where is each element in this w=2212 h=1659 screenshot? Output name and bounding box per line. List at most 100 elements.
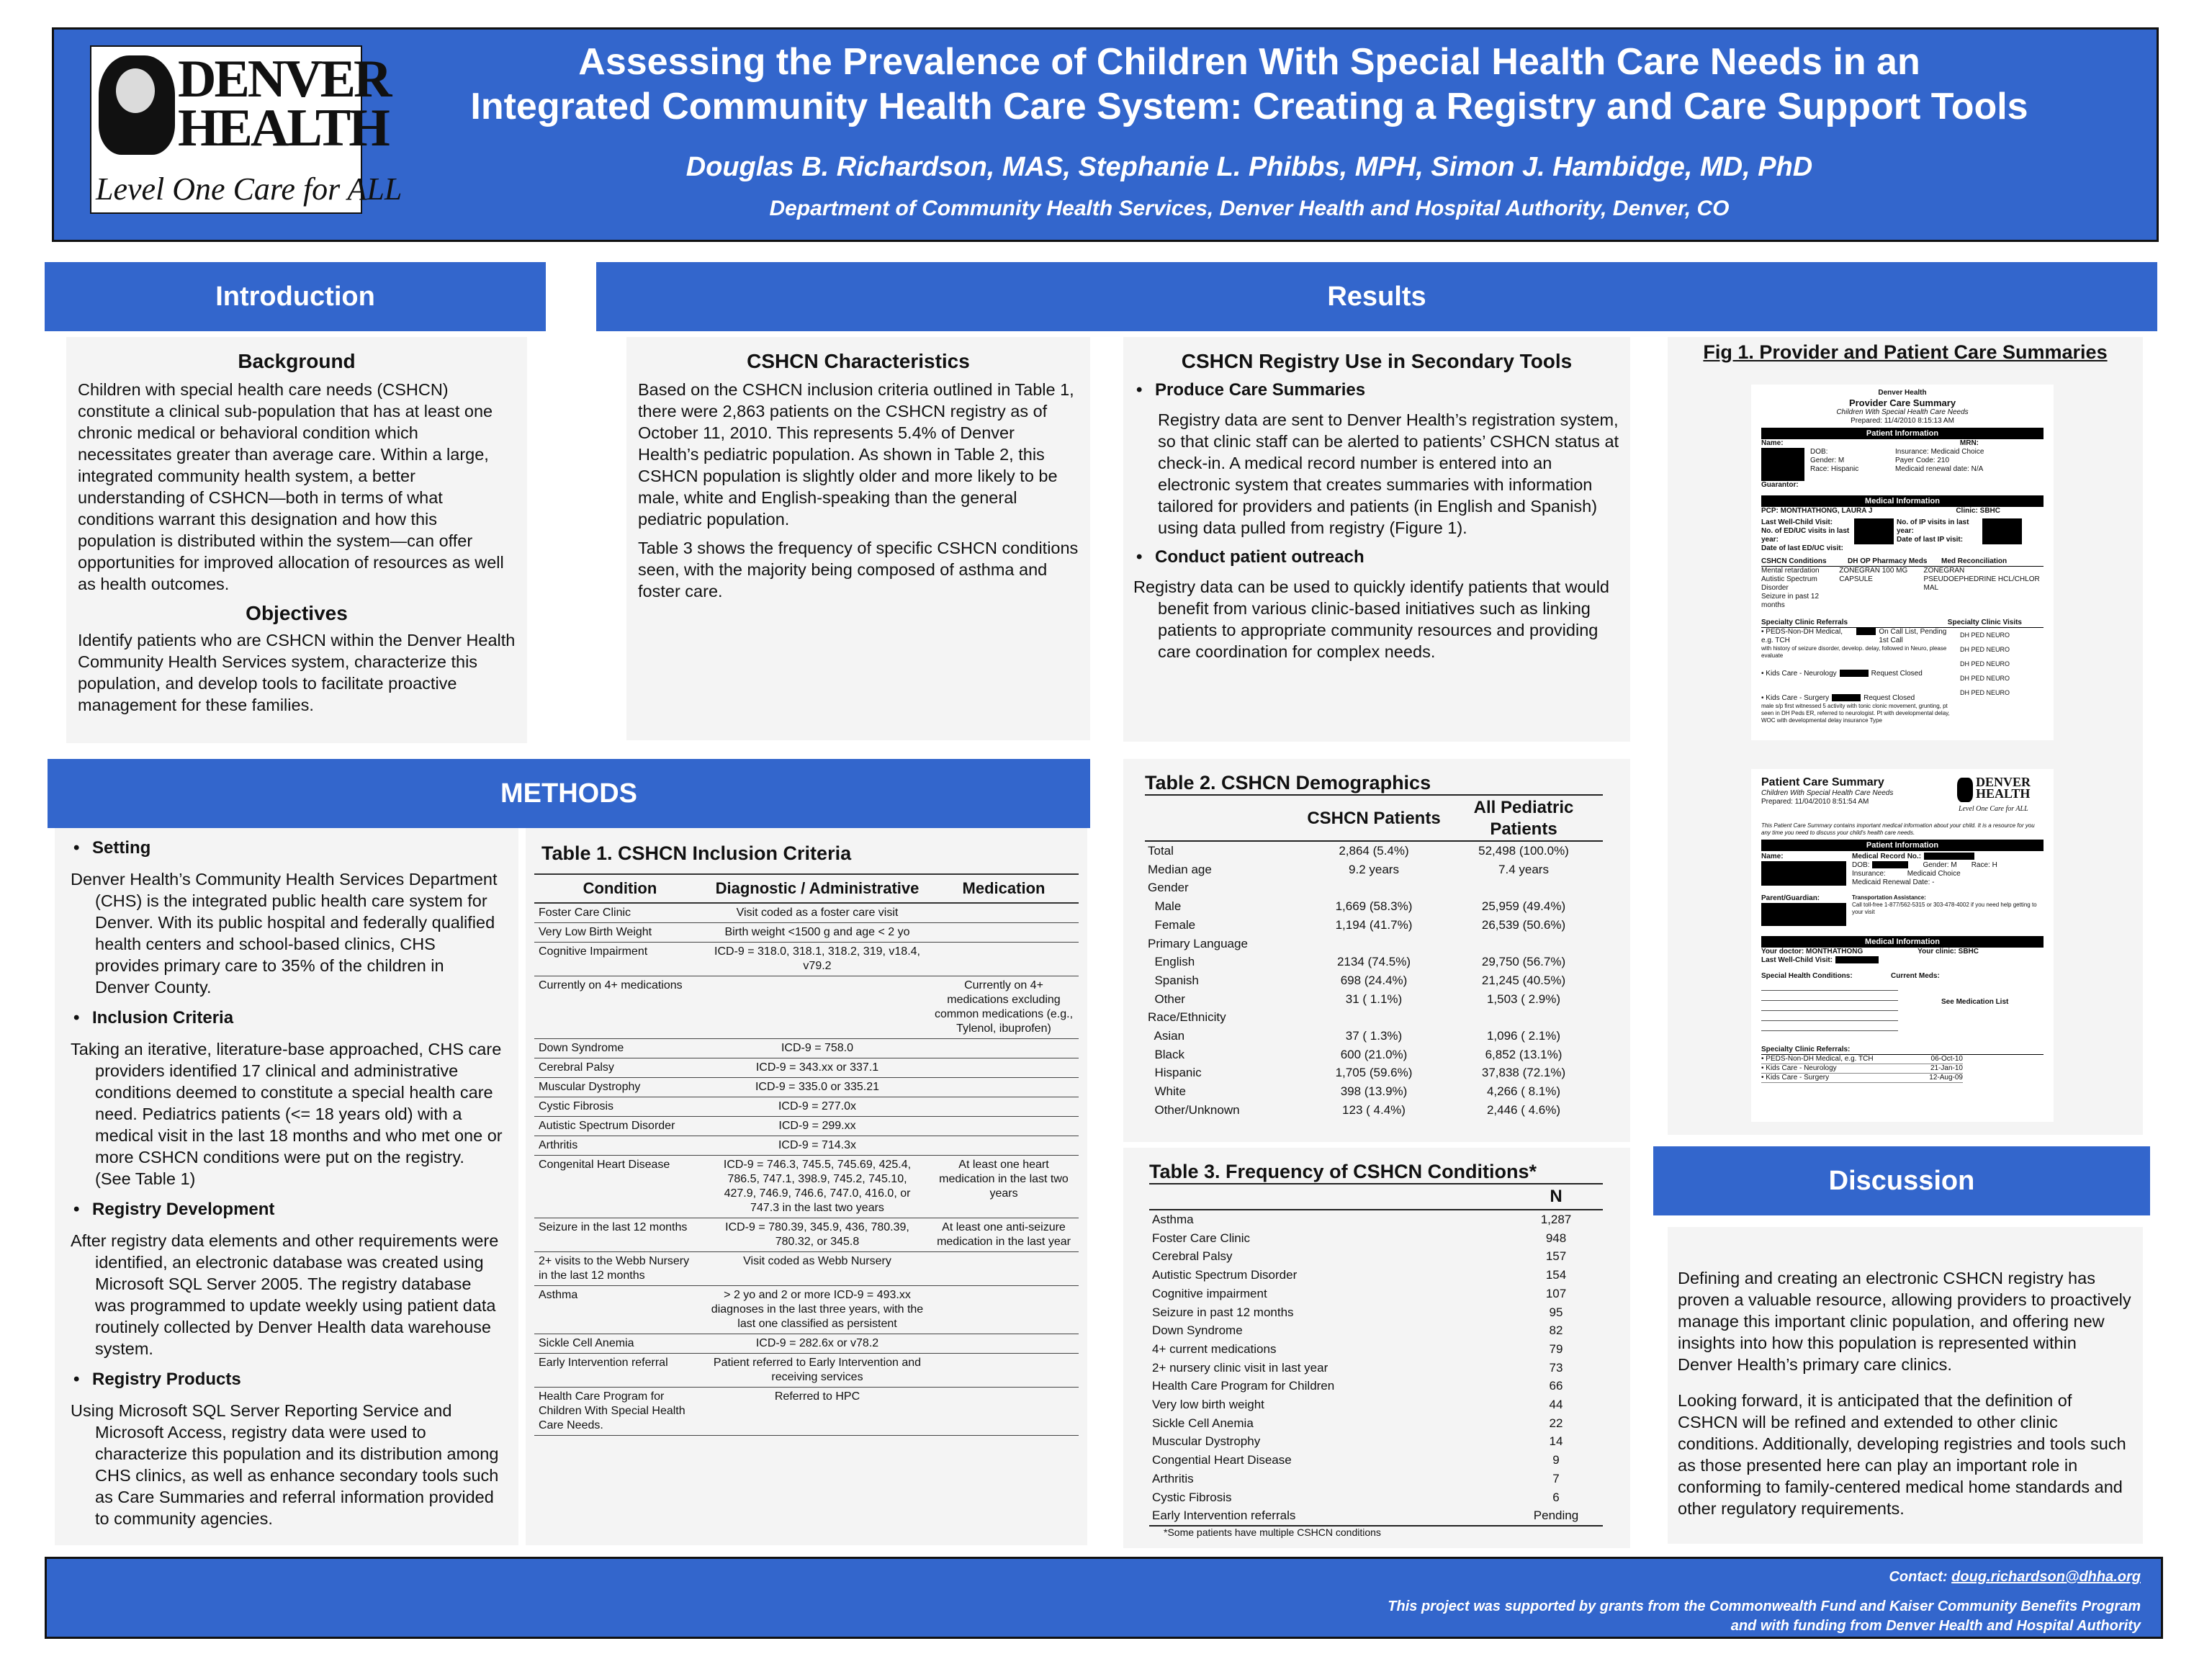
provider-referral-status: On Call List, Pending 1st Call	[1879, 628, 1947, 644]
table-2-cell: 2,864 (5.4%)	[1339, 844, 1409, 858]
introduction-panel: Background Children with special health …	[66, 337, 527, 743]
department: Department of Community Health Services,…	[769, 197, 1730, 220]
provider-condition: Mental retardation	[1761, 567, 1820, 575]
table-1-row: Down Syndrome ICD-9 = 758.0	[534, 1038, 1079, 1058]
table-1-cell: ICD-9 = 335.0 or 335.21	[706, 1077, 929, 1097]
table-2-cell: 398 (13.9%)	[1340, 1084, 1408, 1099]
table-3-row: Muscular Dystrophy 14	[1149, 1432, 1603, 1451]
logo-word-denver: DENVER	[178, 50, 392, 109]
poster-title: Assessing the Prevalence of Children Wit…	[371, 40, 2128, 129]
logo-word-health: HEALTH	[178, 99, 390, 158]
table-2-cell: English	[1148, 955, 1195, 969]
patient-referral-date: 12-Aug-09	[1929, 1074, 1963, 1082]
table-2-cell: Race/Ethnicity	[1148, 1010, 1226, 1025]
contact-email-link[interactable]: doug.richardson@dhha.org	[1951, 1569, 2141, 1585]
table-2-cell: Spanish	[1148, 973, 1199, 987]
table-2-row: White 398 (13.9%) 4,266 ( 8.1%)	[1145, 1082, 1603, 1101]
table-2-row: Median age 9.2 years 7.4 years	[1145, 860, 1603, 879]
table-3-cell: 9	[1552, 1453, 1560, 1467]
characteristics-paragraph-2: Table 3 shows the frequency of specific …	[638, 539, 1079, 601]
table-2-cell: 1,194 (41.7%)	[1335, 917, 1413, 932]
provider-care-summary-image: Denver Health Provider Care Summary Chil…	[1751, 385, 2054, 740]
patient-lwc: Last Well-Child Visit:	[1761, 956, 1833, 964]
table-1-cell: Seizure in the last 12 months	[534, 1218, 706, 1252]
redacted-block	[1761, 861, 1846, 886]
provider-clinic: Clinic: SBHC	[1956, 507, 2000, 515]
figure-1-title: Fig 1. Provider and Patient Care Summari…	[1703, 341, 2108, 363]
table-2-cell: 4,266 ( 8.1%)	[1486, 1084, 1561, 1099]
table-3-cell: 948	[1545, 1231, 1567, 1245]
table-2-cell: 698 (24.4%)	[1340, 973, 1408, 987]
table-1-cell: ICD-9 = 299.xx	[706, 1116, 929, 1136]
provider-referral-note: male s/p first witnessed 5 activity with…	[1761, 703, 1950, 724]
table-3-cell: Foster Care Clinic	[1152, 1231, 1251, 1245]
table-2-cell: Asian	[1148, 1029, 1185, 1043]
table-1-cell: At least one heart medication in the las…	[929, 1155, 1079, 1218]
table-3-row: 2+ nursery clinic visit in last year 73	[1149, 1359, 1603, 1377]
table-1-row: Autistic Spectrum Disorder ICD-9 = 299.xx	[534, 1116, 1079, 1136]
provider-lwc: Last Well-Child Visit:	[1761, 518, 1833, 526]
table-3-row: Cerebral Palsy 157	[1149, 1247, 1603, 1266]
table-1-cell	[929, 903, 1079, 923]
characteristics-heading: CSHCN Characteristics	[747, 350, 970, 372]
table-2-cell: 26,539 (50.6%)	[1481, 917, 1566, 932]
patient-intro-text: This Patient Care Summary contains impor…	[1761, 822, 2035, 836]
table-1-cell: Early Intervention referral	[534, 1353, 706, 1388]
provider-mrn-label: MRN:	[1959, 439, 1979, 447]
table-1-row: Foster Care Clinic Visit coded as a foste…	[534, 903, 1079, 923]
table-2-cell: 600 (21.0%)	[1340, 1047, 1408, 1061]
table-2-col-cshcn: CSHCN Patients	[1307, 809, 1441, 828]
table-2-row: Race/Ethnicity	[1145, 1008, 1603, 1027]
denver-health-logo: DENVER HEALTH Level One Care for ALL	[90, 45, 402, 214]
table-2-cell: 37,838 (72.1%)	[1481, 1066, 1566, 1080]
logo-mark-icon	[99, 55, 175, 155]
patient-logo-tagline: Level One Care for ALL	[1959, 805, 2028, 813]
patient-insurance: Insurance:	[1852, 870, 1886, 878]
patient-logo-word-1: DENVER	[1976, 775, 2031, 789]
provider-patient-info-bar: Patient Information	[1761, 428, 2044, 439]
table-3-col-n: N	[1550, 1187, 1563, 1206]
bullet-conduct-outreach: Conduct patient outreach	[1133, 547, 1620, 567]
provider-referral: • Kids Care - Neurology	[1761, 670, 1837, 678]
table-1-cell	[929, 1097, 1079, 1117]
table-3: N Asthma 1,287 Foster Care Clinic 948 Cerebr…	[1149, 1184, 1603, 1525]
provider-condition: Seizure in past 12 months	[1761, 593, 1820, 609]
table-1-cell: ICD-9 = 318.0, 318.1, 318.2, 319, v18.4,…	[706, 942, 929, 976]
patient-care-summary-image: Patient Care Summary Children With Speci…	[1751, 769, 2054, 1122]
patient-name-label: Name:	[1761, 853, 1784, 860]
table-1-row: Cerebral Palsy ICD-9 = 343.xx or 337.1	[534, 1058, 1079, 1078]
table-3-row: Early Intervention referrals Pending	[1149, 1506, 1603, 1525]
table-2-cell: 123 ( 4.4%)	[1342, 1102, 1406, 1117]
patient-mrn-label: Medical Record No.:	[1852, 853, 1922, 860]
table-1-cell: Cerebral Palsy	[534, 1058, 706, 1078]
table-3-cell: 95	[1549, 1305, 1563, 1319]
table-1-cell	[929, 942, 1079, 976]
provider-visits-heading: Specialty Clinic Visits	[1947, 619, 2022, 626]
provider-gender: Gender: M	[1810, 457, 1845, 464]
provider-visit: DH PED NEURO	[1960, 631, 2010, 639]
table-2-cell: Median age	[1148, 862, 1212, 876]
provider-visit: DH PED NEURO	[1960, 646, 2010, 653]
table-1-cell	[929, 1285, 1079, 1334]
table-2-cell: Gender	[1148, 881, 1189, 895]
table-3-row: Arthritis 7	[1149, 1470, 1603, 1488]
blank-line	[1761, 1011, 1898, 1021]
provider-prepared: Prepared: 11/4/2010 8:15:13 AM	[1851, 417, 1954, 425]
table-2-cell: 1,096 ( 2.1%)	[1486, 1029, 1561, 1043]
provider-col-reconciliation: Med Reconciliation	[1941, 557, 2008, 565]
table-1-cell: Cognitive Impairment	[534, 942, 706, 976]
provider-dob: DOB:	[1810, 448, 1828, 456]
table-1-cell: Patient referred to Early Intervention a…	[706, 1353, 929, 1388]
table-3-cell: 107	[1545, 1286, 1567, 1300]
provider-summary-subtitle: Children With Special Health Care Needs	[1836, 408, 1969, 416]
table-3-cell: 66	[1549, 1379, 1563, 1393]
table-2-row: Asian 37 ( 1.3%) 1,096 ( 2.1%)	[1145, 1027, 1603, 1046]
table-1-cell: Currently on 4+ medications	[534, 976, 706, 1039]
discussion-paragraph-1: Defining and creating an electronic CSHC…	[1678, 1269, 2131, 1374]
blank-line	[1761, 981, 1898, 991]
table-3-cell: 157	[1545, 1249, 1567, 1264]
table-3-panel: Table 3. Frequency of CSHCN Conditions* …	[1123, 1148, 1630, 1548]
table-1-cell: ICD-9 = 343.xx or 337.1	[706, 1058, 929, 1078]
poster-header: DENVER HEALTH Level One Care for ALL Ass…	[52, 27, 2159, 242]
table-1-cell: Down Syndrome	[534, 1038, 706, 1058]
